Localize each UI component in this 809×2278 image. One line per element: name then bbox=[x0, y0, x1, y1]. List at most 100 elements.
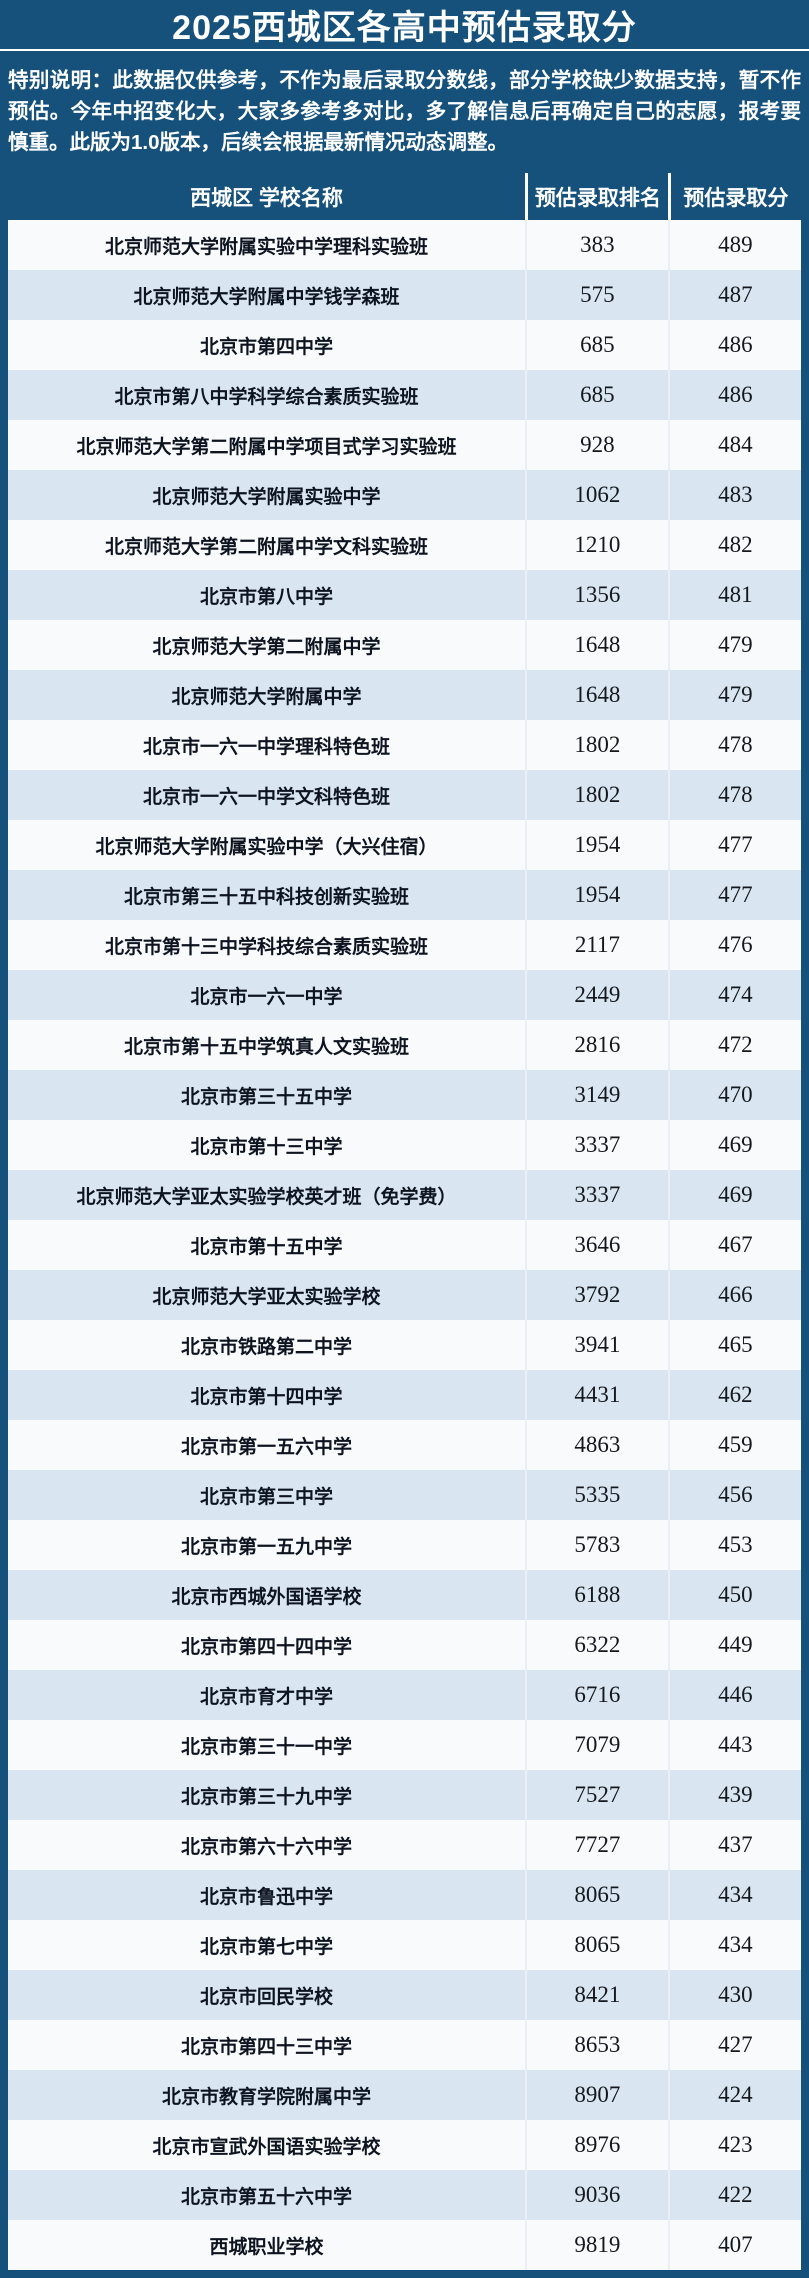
school-name-cell: 北京师范大学附属实验中学理科实验班 bbox=[105, 236, 429, 258]
table-row: 北京师范大学亚太实验学校 3792 466 bbox=[8, 1270, 801, 1320]
rank-cell: 8653 bbox=[525, 2020, 668, 2070]
table-row: 北京师范大学第二附属中学项目式学习实验班 928 484 bbox=[8, 420, 801, 470]
score-cell: 456 bbox=[667, 1470, 801, 1520]
school-name-cell: 北京市育才中学 bbox=[200, 1686, 334, 1708]
table-row: 北京师范大学第二附属中学 1648 479 bbox=[8, 620, 801, 670]
score-cell: 434 bbox=[667, 1870, 801, 1920]
school-name-cell: 北京师范大学附属实验中学（大兴住宿） bbox=[95, 836, 438, 858]
school-name-cell: 北京市第八中学 bbox=[200, 586, 334, 608]
rank-cell: 4863 bbox=[525, 1420, 668, 1470]
column-header-rank: 预估录取排名 bbox=[525, 173, 668, 220]
table-row: 北京师范大学第二附属中学文科实验班 1210 482 bbox=[8, 520, 801, 570]
rank-cell: 9036 bbox=[525, 2170, 668, 2220]
table-row: 北京市第一五九中学 5783 453 bbox=[8, 1520, 801, 1570]
school-name-cell: 北京市一六一中学 bbox=[190, 986, 343, 1008]
table-row: 北京市第三十九中学 7527 439 bbox=[8, 1770, 801, 1820]
rank-cell: 3646 bbox=[525, 1220, 668, 1270]
title-divider bbox=[0, 49, 809, 51]
school-name-cell: 北京市第七中学 bbox=[200, 1936, 334, 1958]
table-row: 北京市第十三中学科技综合素质实验班 2117 476 bbox=[8, 920, 801, 970]
school-name-cell: 北京市铁路第二中学 bbox=[181, 1336, 353, 1358]
score-cell: 467 bbox=[667, 1220, 801, 1270]
school-name-cell: 北京市第三十五中科技创新实验班 bbox=[124, 886, 410, 908]
score-cell: 422 bbox=[667, 2170, 801, 2220]
rank-cell: 8907 bbox=[525, 2070, 668, 2120]
score-cell: 474 bbox=[667, 970, 801, 1020]
score-cell: 430 bbox=[667, 1970, 801, 2020]
school-name-cell: 北京市第十五中学 bbox=[190, 1236, 343, 1258]
score-cell: 449 bbox=[667, 1620, 801, 1670]
rank-cell: 8421 bbox=[525, 1970, 668, 2020]
rank-cell: 685 bbox=[525, 320, 668, 370]
table-row: 北京市第十五中学筑真人文实验班 2816 472 bbox=[8, 1020, 801, 1070]
score-cell: 477 bbox=[667, 870, 801, 920]
school-name-cell: 北京市第三十九中学 bbox=[181, 1786, 353, 1808]
score-cell: 484 bbox=[667, 420, 801, 470]
score-cell: 486 bbox=[667, 370, 801, 420]
score-cell: 472 bbox=[667, 1020, 801, 1070]
school-name-cell: 北京市宣武外国语实验学校 bbox=[152, 2136, 381, 2158]
notice-text: 特别说明：此数据仅供参考，不作为最后录取分数线，部分学校缺少数据支持，暂不作预估… bbox=[8, 69, 801, 154]
table-row: 北京市鲁迅中学 8065 434 bbox=[8, 1870, 801, 1920]
table-row: 北京市第十四中学 4431 462 bbox=[8, 1370, 801, 1420]
rank-cell: 1954 bbox=[525, 820, 668, 870]
rank-cell: 1802 bbox=[525, 720, 668, 770]
table-row: 北京市铁路第二中学 3941 465 bbox=[8, 1320, 801, 1370]
school-name-cell: 北京市第四中学 bbox=[200, 336, 334, 358]
school-name-cell: 北京市第八中学科学综合素质实验班 bbox=[114, 386, 419, 408]
score-cell: 450 bbox=[667, 1570, 801, 1620]
table-row: 北京市第十三中学 3337 469 bbox=[8, 1120, 801, 1170]
school-name-cell: 北京师范大学第二附属中学 bbox=[152, 636, 381, 658]
school-name-cell: 北京市第五十六中学 bbox=[181, 2186, 353, 2208]
score-cell: 478 bbox=[667, 720, 801, 770]
table-row: 北京市第四十四中学 6322 449 bbox=[8, 1620, 801, 1670]
score-cell: 434 bbox=[667, 1920, 801, 1970]
school-name-cell: 北京师范大学亚太实验学校英才班（免学费） bbox=[76, 1186, 457, 1208]
rank-cell: 1210 bbox=[525, 520, 668, 570]
rank-cell: 2117 bbox=[525, 920, 668, 970]
score-cell: 423 bbox=[667, 2120, 801, 2170]
table-row: 北京市一六一中学理科特色班 1802 478 bbox=[8, 720, 801, 770]
rank-cell: 4431 bbox=[525, 1370, 668, 1420]
table-row: 北京市第六十六中学 7727 437 bbox=[8, 1820, 801, 1870]
score-table: 西城区 学校名称 预估录取排名 预估录取分 北京师范大学附属实验中学理科实验班 … bbox=[8, 173, 801, 2270]
table-row: 北京市第三中学 5335 456 bbox=[8, 1470, 801, 1520]
table-row: 北京市第八中学科学综合素质实验班 685 486 bbox=[8, 370, 801, 420]
school-name-cell: 北京市第三十一中学 bbox=[181, 1736, 353, 1758]
rank-cell: 3792 bbox=[525, 1270, 668, 1320]
school-name-cell: 北京市第三中学 bbox=[200, 1486, 334, 1508]
school-name-cell: 北京市回民学校 bbox=[200, 1986, 334, 2008]
school-name-cell: 北京市第四十四中学 bbox=[181, 1636, 353, 1658]
table-row: 北京市第一五六中学 4863 459 bbox=[8, 1420, 801, 1470]
rank-cell: 3149 bbox=[525, 1070, 668, 1120]
school-name-cell: 北京市第十五中学筑真人文实验班 bbox=[124, 1036, 410, 1058]
score-cell: 459 bbox=[667, 1420, 801, 1470]
school-name-cell: 北京师范大学第二附属中学项目式学习实验班 bbox=[76, 436, 457, 458]
rank-cell: 685 bbox=[525, 370, 668, 420]
table-row: 北京市第七中学 8065 434 bbox=[8, 1920, 801, 1970]
table-row: 北京市第五十六中学 9036 422 bbox=[8, 2170, 801, 2220]
table-row: 北京市第八中学 1356 481 bbox=[8, 570, 801, 620]
rank-cell: 383 bbox=[525, 220, 668, 270]
school-name-cell: 北京市第一五六中学 bbox=[181, 1436, 353, 1458]
table-row: 北京市宣武外国语实验学校 8976 423 bbox=[8, 2120, 801, 2170]
score-cell: 477 bbox=[667, 820, 801, 870]
score-cell: 481 bbox=[667, 570, 801, 620]
table-header-row: 西城区 学校名称 预估录取排名 预估录取分 bbox=[8, 173, 801, 220]
rank-cell: 1802 bbox=[525, 770, 668, 820]
page-title: 2025西城区各高中预估录取分 bbox=[172, 9, 637, 47]
score-cell: 407 bbox=[667, 2220, 801, 2270]
school-name-cell: 北京师范大学第二附属中学文科实验班 bbox=[105, 536, 429, 558]
poster-title-bar: 2025西城区各高中预估录取分 bbox=[0, 0, 809, 49]
table-row: 北京市第三十五中科技创新实验班 1954 477 bbox=[8, 870, 801, 920]
rank-cell: 9819 bbox=[525, 2220, 668, 2270]
score-cell: 424 bbox=[667, 2070, 801, 2120]
rank-cell: 7527 bbox=[525, 1770, 668, 1820]
score-cell: 483 bbox=[667, 470, 801, 520]
table-body: 北京师范大学附属实验中学理科实验班 383 489 北京师范大学附属中学钱学森班… bbox=[8, 220, 801, 2270]
rank-cell: 1648 bbox=[525, 670, 668, 720]
rank-cell: 7727 bbox=[525, 1820, 668, 1870]
score-cell: 482 bbox=[667, 520, 801, 570]
score-cell: 453 bbox=[667, 1520, 801, 1570]
rank-cell: 2816 bbox=[525, 1020, 668, 1070]
